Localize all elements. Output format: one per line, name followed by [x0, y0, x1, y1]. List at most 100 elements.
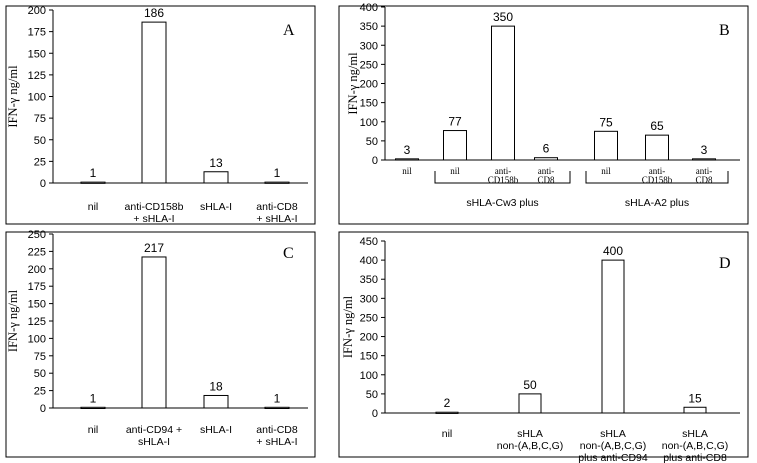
category-label: nil	[601, 166, 611, 176]
bar	[203, 394, 229, 409]
group-label: sHLA-A2 plus	[625, 197, 689, 209]
data-label: 65	[650, 119, 664, 133]
category-label: nil	[450, 166, 460, 176]
data-label: 1	[90, 391, 97, 405]
panel-c: 0 25 50 75 100 125 150 175 200 225 250 IFN-γ ng/ml C…	[5, 229, 316, 458]
data-label: 186	[144, 6, 164, 20]
bar	[692, 158, 716, 161]
category-label: sHLA non-(A,B,C,G) plus anti-CD94	[578, 428, 648, 463]
y-tick-label: 200	[360, 332, 378, 344]
data-label: 1	[90, 166, 97, 180]
bar	[141, 256, 167, 409]
bar	[601, 259, 625, 414]
category-label: anti-CD8 + sHLA-I	[256, 201, 298, 225]
panel-label: C	[283, 245, 294, 262]
y-tick-label: 25	[34, 386, 46, 398]
data-label: 3	[701, 143, 708, 157]
category-label: nil	[442, 428, 453, 440]
panel-b: 0 50 100 150 200 250 300 350 400 IFN-γ ng/ml B 3 nil…	[338, 2, 749, 225]
bar	[435, 411, 459, 414]
category-label: sHLA non-(A,B,C,G) plus anti-CD8	[662, 428, 729, 463]
panel-label: B	[719, 22, 730, 39]
data-label: 350	[493, 10, 513, 24]
y-tick-label: 300	[360, 40, 378, 52]
category-label: anti-CD8 + sHLA-I	[256, 424, 298, 448]
data-label: 1	[274, 391, 281, 405]
y-tick-label: 100	[28, 92, 46, 104]
data-label: 75	[599, 115, 613, 129]
y-tick-label: 50	[34, 135, 46, 147]
data-label: 77	[448, 115, 462, 129]
data-label: 3	[404, 143, 411, 157]
category-label: anti-CD158b + sHLA-I	[125, 201, 184, 225]
y-tick-label: 200	[360, 79, 378, 91]
category-label: nil	[88, 424, 99, 436]
data-label: 1	[274, 166, 281, 180]
data-label: 400	[603, 244, 623, 258]
data-label: 18	[209, 379, 223, 393]
bar	[645, 134, 669, 161]
bar	[491, 25, 515, 161]
bar	[443, 130, 467, 161]
category-label: nil	[402, 166, 412, 176]
group-bracket	[585, 171, 729, 184]
y-tick-label: 450	[360, 236, 378, 248]
y-tick-label: 400	[360, 255, 378, 267]
y-tick-label: 150	[28, 48, 46, 60]
y-tick-label: 300	[360, 293, 378, 305]
y-tick-label: 250	[28, 229, 46, 241]
y-axis-label: IFN-γ ng/ml	[6, 65, 20, 128]
category-label: anti-CD94 + sHLA-I	[126, 424, 182, 448]
y-tick-label: 150	[360, 351, 378, 363]
bar	[264, 181, 290, 184]
data-label: 217	[144, 241, 164, 255]
y-tick-label: 50	[366, 389, 378, 401]
bar	[594, 130, 618, 161]
category-label: anti-CD8	[537, 166, 555, 185]
group-bracket	[434, 171, 571, 184]
panel-a: 0 25 50 75 100 125 150 175 200 IFN-γ ng/ml A 1 nil 18…	[5, 5, 316, 225]
y-tick-label: 100	[360, 117, 378, 129]
data-label: 50	[523, 378, 537, 392]
category-label: anti-CD8	[695, 166, 713, 185]
y-tick-label: 350	[360, 274, 378, 286]
y-tick-label: 100	[28, 333, 46, 345]
category-label: anti-CD158b	[642, 166, 673, 185]
y-tick-label: 75	[34, 113, 46, 125]
y-tick-label: 150	[28, 299, 46, 311]
y-tick-label: 25	[34, 156, 46, 168]
y-axis-label: IFN-γ ng/ml	[341, 295, 355, 358]
y-tick-label: 125	[28, 70, 46, 82]
y-tick-label: 175	[28, 27, 46, 39]
y-tick-label: 100	[360, 370, 378, 382]
category-label: sHLA non-(A,B,C,G)	[497, 428, 564, 452]
panel-frame	[5, 231, 316, 458]
y-tick-label: 250	[360, 59, 378, 71]
y-tick-label: 50	[366, 136, 378, 148]
bar	[395, 158, 419, 161]
y-tick-label: 125	[28, 316, 46, 328]
category-label: sHLA-I	[200, 424, 232, 436]
y-tick-label: 0	[40, 403, 46, 415]
bar	[203, 171, 229, 184]
y-tick-label: 250	[360, 312, 378, 324]
y-axis-label: IFN-γ ng/ml	[346, 52, 360, 115]
bar	[80, 406, 106, 410]
group-label: sHLA-Cw3 plus	[466, 197, 538, 209]
y-tick-label: 350	[360, 21, 378, 33]
bar	[534, 157, 558, 161]
panel-frame	[5, 5, 316, 225]
y-tick-label: 175	[28, 281, 46, 293]
y-tick-label: 50	[34, 368, 46, 380]
panel-label: A	[283, 22, 295, 39]
panel-frame	[338, 231, 749, 458]
y-tick-label: 75	[34, 351, 46, 363]
bar	[141, 21, 167, 184]
data-label: 13	[209, 156, 223, 170]
y-axis-label: IFN-γ ng/ml	[6, 289, 20, 352]
data-label: 15	[688, 391, 702, 405]
panel-label: D	[719, 255, 731, 272]
data-label: 6	[543, 142, 550, 156]
